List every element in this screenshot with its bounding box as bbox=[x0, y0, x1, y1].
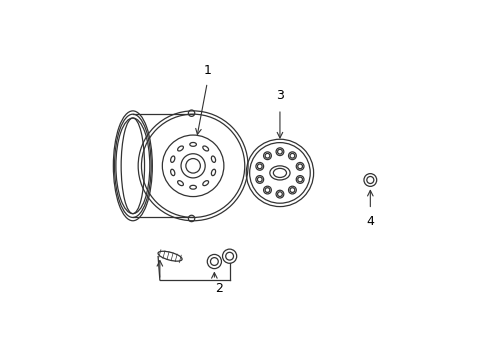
Text: 2: 2 bbox=[215, 282, 223, 295]
Text: 3: 3 bbox=[275, 89, 284, 102]
Text: 4: 4 bbox=[366, 215, 373, 229]
Text: 1: 1 bbox=[203, 64, 211, 77]
